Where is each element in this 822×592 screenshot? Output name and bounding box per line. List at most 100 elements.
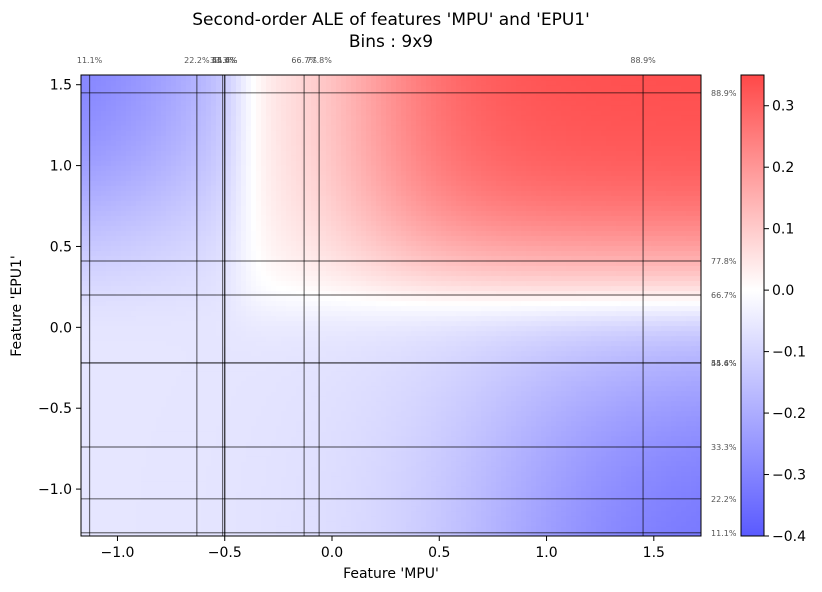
heat-cell bbox=[286, 130, 292, 136]
heat-cell bbox=[311, 270, 317, 277]
heat-cell bbox=[131, 500, 137, 507]
heat-cell bbox=[236, 120, 242, 126]
heat-cell bbox=[156, 260, 162, 267]
heat-cell bbox=[271, 480, 277, 487]
heat-cell bbox=[201, 510, 207, 517]
heat-cell bbox=[266, 430, 272, 437]
heat-cell bbox=[346, 130, 352, 136]
heat-cell bbox=[281, 75, 287, 81]
heat-cell bbox=[341, 85, 347, 91]
heat-cell bbox=[161, 475, 167, 482]
heat-cell bbox=[101, 280, 107, 287]
heat-cell bbox=[226, 185, 232, 191]
heat-cell bbox=[246, 205, 252, 211]
heat-cell bbox=[96, 420, 102, 427]
heat-cell bbox=[161, 255, 167, 261]
heat-cell bbox=[286, 515, 292, 522]
heat-cell bbox=[251, 125, 257, 131]
heat-cell bbox=[161, 105, 167, 111]
heat-cell bbox=[81, 520, 87, 527]
heat-cell bbox=[86, 270, 92, 277]
heat-cell bbox=[91, 530, 97, 536]
heat-cell bbox=[101, 380, 107, 387]
heat-cell bbox=[116, 460, 122, 467]
heat-cell bbox=[291, 435, 297, 442]
heat-cell bbox=[286, 530, 292, 536]
heat-cell bbox=[181, 170, 187, 176]
heat-cell bbox=[96, 110, 102, 116]
heat-cell bbox=[251, 145, 257, 151]
heat-cell bbox=[266, 210, 272, 216]
heat-cell bbox=[346, 85, 352, 91]
heat-cell bbox=[156, 160, 162, 166]
heat-cell bbox=[101, 485, 107, 492]
heat-cell bbox=[136, 110, 142, 116]
heat-cell bbox=[101, 305, 107, 312]
heat-cell bbox=[266, 440, 272, 447]
heat-cell bbox=[211, 280, 217, 287]
heat-cell bbox=[311, 285, 317, 292]
heat-cell bbox=[181, 120, 187, 126]
heat-cell bbox=[246, 400, 252, 407]
heat-cell bbox=[236, 470, 242, 477]
heat-cell bbox=[101, 225, 107, 231]
heat-cell bbox=[241, 500, 247, 507]
heat-cell bbox=[226, 165, 232, 171]
heat-cell bbox=[336, 145, 342, 151]
heat-cell bbox=[296, 75, 302, 81]
heat-cell bbox=[221, 260, 227, 267]
heat-cell bbox=[146, 105, 152, 111]
heat-cell bbox=[196, 185, 202, 191]
heat-cell bbox=[276, 350, 282, 357]
heat-cell bbox=[91, 210, 97, 216]
heat-cell bbox=[336, 140, 342, 146]
heat-cell bbox=[216, 85, 222, 91]
heat-cell bbox=[341, 305, 347, 312]
heat-cell bbox=[281, 275, 287, 282]
heat-cell bbox=[226, 505, 232, 512]
heat-cell bbox=[161, 300, 167, 307]
heat-cell bbox=[151, 455, 157, 462]
heat-cell bbox=[151, 190, 157, 196]
heat-cell bbox=[326, 330, 332, 337]
heat-cell bbox=[186, 75, 192, 81]
heat-cell bbox=[261, 350, 267, 357]
heat-cell bbox=[131, 390, 137, 397]
heat-cell bbox=[141, 490, 147, 497]
heat-cell bbox=[201, 245, 207, 251]
heat-cell bbox=[201, 520, 207, 527]
heat-cell bbox=[281, 420, 287, 427]
heat-cell bbox=[311, 115, 317, 121]
heat-cell bbox=[296, 440, 302, 447]
heat-cell bbox=[91, 295, 97, 302]
heat-cell bbox=[196, 505, 202, 512]
heat-cell bbox=[201, 375, 207, 382]
heat-cell bbox=[161, 80, 167, 86]
heat-cell bbox=[346, 420, 352, 427]
heat-cell bbox=[221, 345, 227, 352]
heat-cell bbox=[201, 400, 207, 407]
heat-cell bbox=[146, 335, 152, 342]
heat-cell bbox=[151, 505, 157, 512]
heat-cell bbox=[161, 440, 167, 447]
heat-cell bbox=[141, 95, 147, 101]
heat-cell bbox=[341, 310, 347, 317]
heat-cell bbox=[226, 400, 232, 407]
heat-cell bbox=[276, 385, 282, 392]
heat-cell bbox=[336, 415, 342, 422]
heat-cell bbox=[256, 430, 262, 437]
heat-cell bbox=[106, 80, 112, 86]
heat-cell bbox=[186, 195, 192, 201]
heat-cell bbox=[291, 405, 297, 412]
heat-cell bbox=[331, 425, 337, 432]
heat-cell bbox=[156, 335, 162, 342]
heat-cell bbox=[166, 220, 172, 226]
heat-cell bbox=[281, 365, 287, 372]
heat-cell bbox=[336, 440, 342, 447]
heat-cell bbox=[146, 75, 152, 81]
heat-cell bbox=[181, 445, 187, 452]
heat-cell bbox=[331, 285, 337, 292]
heat-cell bbox=[286, 135, 292, 141]
heat-cell bbox=[131, 470, 137, 477]
heat-cell bbox=[166, 140, 172, 146]
